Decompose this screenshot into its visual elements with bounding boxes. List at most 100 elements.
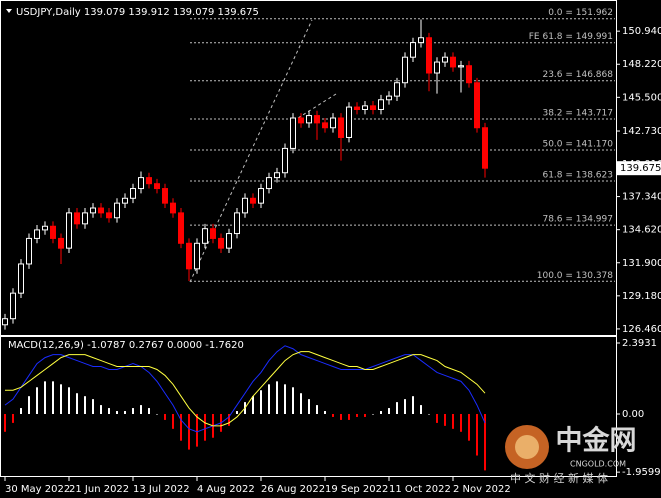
macd-histogram-bar <box>60 384 62 414</box>
candle-body <box>130 188 136 199</box>
chart-title: USDJPY,Daily 139.079 139.912 139.079 139… <box>16 7 259 18</box>
x-tick-label: 30 May 2022 <box>5 484 70 495</box>
candle-body <box>322 122 328 129</box>
macd-histogram-bar <box>4 413 6 432</box>
macd-histogram-bar <box>268 384 270 414</box>
candle-body <box>90 207 96 214</box>
candle-body <box>314 115 320 124</box>
macd-histogram-bar <box>44 381 46 414</box>
candle-body <box>74 212 80 225</box>
macd-histogram-bar <box>180 413 182 441</box>
macd-histogram-bar <box>108 408 110 414</box>
y-tick-label: 134.620 <box>622 225 661 236</box>
x-tick-label: 19 Sep 2022 <box>325 484 388 495</box>
candle-body <box>178 212 184 244</box>
y-tick-label: 126.460 <box>622 324 661 335</box>
macd-histogram-bar <box>396 402 398 414</box>
candle-body <box>362 105 368 110</box>
macd-histogram-bar <box>52 381 54 414</box>
macd-histogram-bar <box>460 413 462 432</box>
candle-body <box>10 292 16 320</box>
macd-histogram-bar <box>276 381 278 414</box>
candle-body <box>394 82 400 97</box>
candle-body <box>202 228 208 244</box>
macd-histogram-bar <box>316 405 318 414</box>
candle-body <box>410 42 416 58</box>
y-tick-label: 150.940 <box>622 26 661 37</box>
macd-histogram-bar <box>260 390 262 414</box>
fibo-label: 78.6 = 134.997 <box>542 215 613 225</box>
macd-y-tick-label: 0.00 <box>622 409 644 420</box>
fibo-label: 61.8 = 138.623 <box>542 170 613 180</box>
candle-body <box>290 117 296 149</box>
macd-histogram-bar <box>204 413 206 441</box>
candle-body <box>186 242 192 270</box>
macd-histogram-bar <box>140 405 142 414</box>
x-tick-label: 26 Aug 2022 <box>261 484 325 495</box>
x-tick-label: 2 Nov 2022 <box>453 484 511 495</box>
macd-histogram-bar <box>20 408 22 414</box>
macd-histogram-bar <box>188 413 190 450</box>
macd-histogram-bar <box>148 408 150 414</box>
macd-histogram-bar <box>388 408 390 414</box>
candle-body <box>378 99 384 110</box>
macd-histogram-bar <box>100 405 102 414</box>
macd-histogram-bar <box>468 413 470 441</box>
candle-body <box>402 56 408 84</box>
candle-body <box>426 37 432 74</box>
candle-body <box>354 106 360 110</box>
candle-body <box>42 225 48 231</box>
macd-histogram-bar <box>84 396 86 414</box>
candle-body <box>106 212 112 219</box>
macd-histogram-bar <box>436 413 438 423</box>
macd-histogram-bar <box>156 413 158 415</box>
y-tick-label: 129.180 <box>622 291 661 302</box>
y-tick-label: 142.730 <box>622 126 661 137</box>
macd-histogram-bar <box>164 413 166 420</box>
candle-body <box>122 197 128 204</box>
candle-body <box>34 229 40 239</box>
candle-body <box>210 228 216 239</box>
macd-histogram-bar <box>236 411 238 414</box>
watermark-site: CNGOLD.COM <box>570 460 626 469</box>
expansion-trendline <box>297 93 337 119</box>
candle-body <box>250 197 256 204</box>
macd-histogram-bar <box>300 393 302 414</box>
macd-histogram-bar <box>252 396 254 414</box>
fibo-label: 100.0 = 130.378 <box>537 271 614 281</box>
y-tick-label: 137.340 <box>622 192 661 203</box>
candle-body <box>50 225 56 239</box>
main-panel-frame <box>0 0 617 336</box>
watermark-slogan: 中 文 财 经 新 媒 体 <box>510 471 608 485</box>
fibo-label: 0.0 = 151.962 <box>548 8 613 18</box>
macd-histogram-bar <box>116 411 118 414</box>
candle-body <box>170 202 176 214</box>
macd-y-tick-label: 2.3931 <box>622 338 657 349</box>
candle-body <box>258 188 264 204</box>
macd-histogram-bar <box>308 399 310 414</box>
x-tick-label: 11 Oct 2022 <box>389 484 451 495</box>
candle-body <box>234 212 240 235</box>
candle-body <box>98 207 104 214</box>
candle-body <box>450 56 456 68</box>
candle-body <box>162 188 168 204</box>
x-tick-label: 21 Jun 2022 <box>69 484 129 495</box>
candle-body <box>146 177 152 185</box>
x-tick-label: 4 Aug 2022 <box>197 484 255 495</box>
macd-histogram-bar <box>380 411 382 414</box>
candle-body <box>242 197 248 214</box>
fibo-label: 23.6 = 146.868 <box>542 70 613 80</box>
macd-histogram-bar <box>348 413 350 420</box>
candle-body <box>458 65 464 68</box>
candle-body <box>418 37 424 44</box>
x-tick-label: 13 Jul 2022 <box>133 484 190 495</box>
y-tick-label: 148.220 <box>622 59 661 70</box>
candle-body <box>138 177 144 190</box>
candle-body <box>442 56 448 63</box>
candle-body <box>2 318 8 326</box>
macd-histogram-bar <box>452 413 454 429</box>
macd-histogram-bar <box>124 411 126 414</box>
candle-body <box>370 105 376 110</box>
